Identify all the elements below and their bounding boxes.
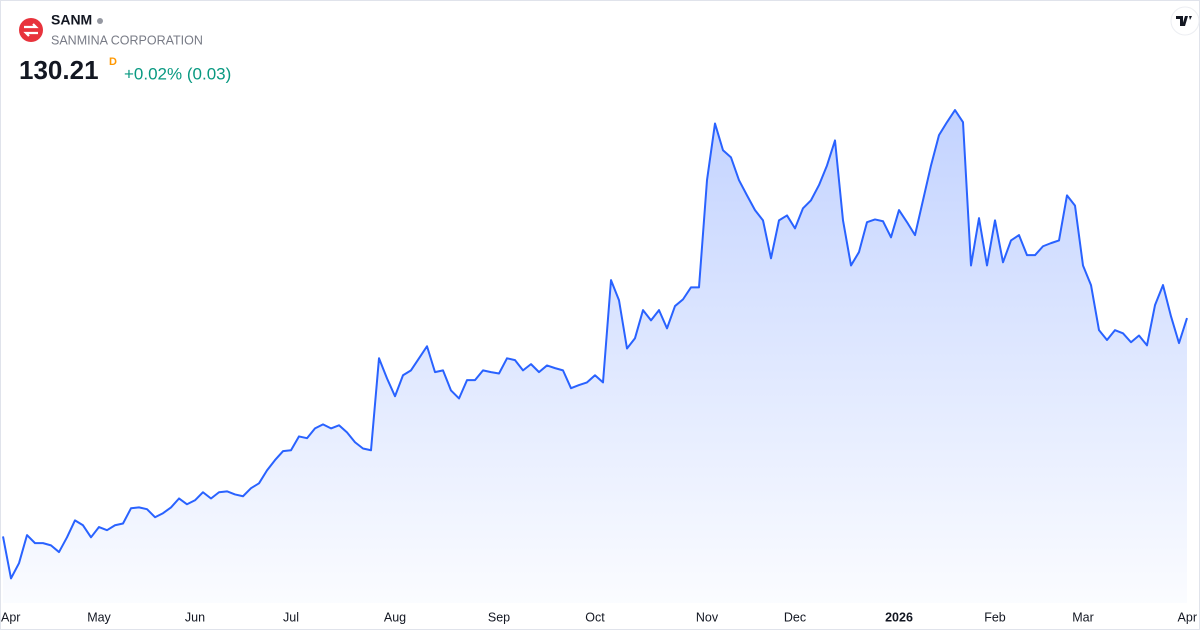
x-tick-label: Feb	[984, 610, 1006, 624]
x-tick-label: Jun	[185, 610, 205, 624]
plot-area	[2, 109, 1188, 603]
x-tick-label: May	[87, 610, 111, 624]
tv-logo	[1170, 6, 1200, 36]
price-line	[2, 109, 1188, 580]
status-dot	[97, 18, 103, 24]
x-tick-label: 2026	[885, 610, 913, 624]
x-tick-label: Oct	[585, 610, 605, 624]
x-tick-label: Dec	[784, 610, 806, 624]
last-price: 130.21	[19, 55, 99, 85]
interval: D	[109, 56, 117, 68]
x-tick-label: Aug	[384, 610, 406, 624]
x-tick-label: Apr	[1178, 610, 1197, 624]
price-change: +0.02% (0.03)	[124, 64, 231, 83]
area-fill	[3, 110, 1187, 603]
symbol: SANM	[51, 12, 92, 28]
company-name: SANMINA CORPORATION	[51, 33, 203, 47]
x-tick-label: Sep	[488, 610, 510, 624]
x-tick-label: Mar	[1072, 610, 1094, 624]
x-tick-label: Nov	[696, 610, 719, 624]
logo	[19, 18, 43, 42]
x-tick-label: Apr	[1, 610, 20, 624]
x-tick-label: Jul	[283, 610, 299, 624]
